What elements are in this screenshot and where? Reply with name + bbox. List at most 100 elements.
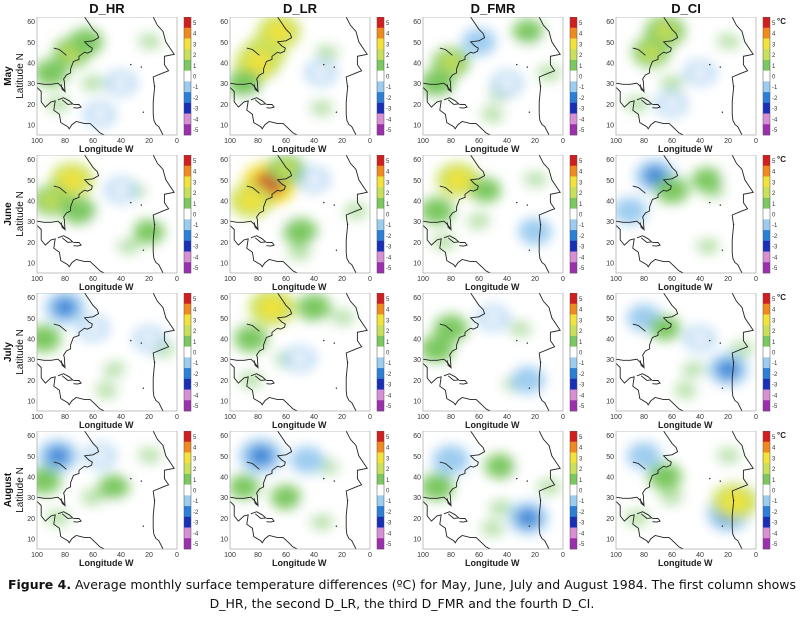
colorbar-tick-label: 5	[386, 21, 390, 27]
colorbar-tick-label: -2	[386, 510, 392, 516]
map-panel: 60 50 40 30 20 10 100 80 60 40 20 0 5 4 3 2 1 0 -1 -2 -3 -4 -5	[215, 17, 400, 155]
coastline	[459, 103, 468, 109]
colorbar-frame	[762, 431, 771, 550]
colorbar-segment	[184, 102, 191, 114]
map-frame	[229, 431, 371, 550]
colorbar-tick-label: -3	[772, 521, 778, 527]
island	[142, 387, 145, 389]
lat-tick-label: 10	[606, 537, 614, 544]
field-background-blob	[288, 244, 312, 261]
field-background-blob	[502, 100, 526, 117]
lat-tick-label: 10	[27, 537, 35, 544]
lat-tick-label: 40	[606, 475, 614, 482]
colorbar-segment	[763, 484, 770, 496]
field-background-blob	[295, 85, 319, 102]
colorbar-segment	[184, 452, 191, 464]
lon-tick-label: 0	[175, 276, 179, 283]
colorbar-segment	[570, 92, 577, 104]
colorbar-segment	[570, 463, 577, 475]
field-background-blob	[625, 233, 649, 250]
anomaly-core	[440, 451, 462, 469]
colorbar-tick-label: 5	[193, 21, 197, 27]
map-frame	[229, 17, 371, 136]
colorbar-tick-label: 2	[579, 329, 583, 335]
anomaly-core	[440, 54, 462, 71]
lat-tick-label: 60	[220, 433, 228, 440]
x-axis-label: Longitude W	[272, 144, 327, 154]
x-axis-label: Longitude W	[79, 144, 134, 154]
lon-tick-label: 80	[447, 276, 455, 283]
colorbar-segment	[570, 165, 577, 177]
island	[732, 361, 735, 364]
lat-tick-label: 20	[606, 102, 614, 109]
colorbar-segment	[763, 81, 770, 93]
colorbar-tick-label: 1	[386, 202, 390, 208]
lon-tick-label: 0	[754, 276, 758, 283]
lat-tick-label: 40	[220, 475, 228, 482]
coastline	[345, 293, 368, 411]
anomaly-core	[427, 75, 447, 91]
colorbar-segment	[763, 346, 770, 358]
colorbar-tick-label: 0	[772, 351, 776, 357]
anomaly-core	[304, 299, 324, 316]
anomaly-core	[267, 21, 291, 42]
colorbar-segment	[377, 113, 384, 125]
colorbar-segment	[763, 325, 770, 337]
field-background-blob	[660, 213, 684, 230]
lon-tick-label: 20	[531, 276, 539, 283]
colorbar-segment	[763, 314, 770, 326]
colorbar-segment	[570, 431, 577, 443]
colorbar-tick-label: -1	[193, 361, 199, 367]
row-month-label: May	[3, 66, 14, 86]
colorbar-frame	[376, 17, 385, 136]
anomaly-core	[691, 65, 709, 80]
colorbar-tick-label: -5	[579, 266, 585, 272]
x-axis-label: Longitude W	[79, 420, 134, 430]
colorbar-tick-label: 4	[772, 446, 776, 452]
coastline	[53, 185, 67, 194]
colorbar-segment	[377, 38, 384, 50]
colorbar-segment	[763, 208, 770, 220]
map-frame	[36, 17, 178, 136]
lon-tick-label: 60	[89, 414, 97, 421]
lat-tick-label: 60	[220, 295, 228, 302]
colorbar-tick-label: -1	[386, 361, 392, 367]
colorbar-unit: °C	[777, 155, 786, 164]
map-frame	[422, 17, 564, 136]
lon-tick-label: 20	[338, 552, 346, 559]
colorbar-tick-label: 4	[386, 308, 390, 314]
colorbar-tick-label: 5	[579, 159, 583, 165]
lat-tick-label: 30	[220, 219, 228, 226]
lon-tick-label: 0	[561, 552, 565, 559]
colorbar-segment	[763, 92, 770, 104]
colorbar-segment	[377, 59, 384, 71]
lon-tick-label: 0	[561, 414, 565, 421]
anomaly-core	[634, 448, 654, 464]
anomaly-core	[54, 298, 76, 317]
lon-tick-label: 40	[310, 138, 318, 145]
lon-tick-label: 20	[724, 414, 732, 421]
colorbar-segment	[570, 59, 577, 71]
coastline	[37, 225, 105, 273]
field-background-blob	[432, 233, 456, 250]
lat-tick-label: 40	[220, 61, 228, 68]
colorbar-segment	[184, 81, 191, 93]
field-background-blob	[116, 376, 140, 393]
x-axis-label: Longitude W	[79, 558, 134, 568]
lat-tick-label: 30	[413, 357, 421, 364]
coastline	[246, 461, 260, 470]
island	[140, 204, 142, 206]
colorbar-tick-label: -4	[193, 531, 199, 537]
island	[709, 477, 711, 480]
map-frame	[615, 293, 757, 412]
lon-tick-label: 0	[368, 414, 372, 421]
anomaly-core	[517, 508, 539, 527]
lon-tick-label: 0	[754, 414, 758, 421]
lon-tick-label: 80	[640, 552, 648, 559]
colorbar-segment	[763, 113, 770, 125]
field-background-blob	[309, 376, 333, 393]
